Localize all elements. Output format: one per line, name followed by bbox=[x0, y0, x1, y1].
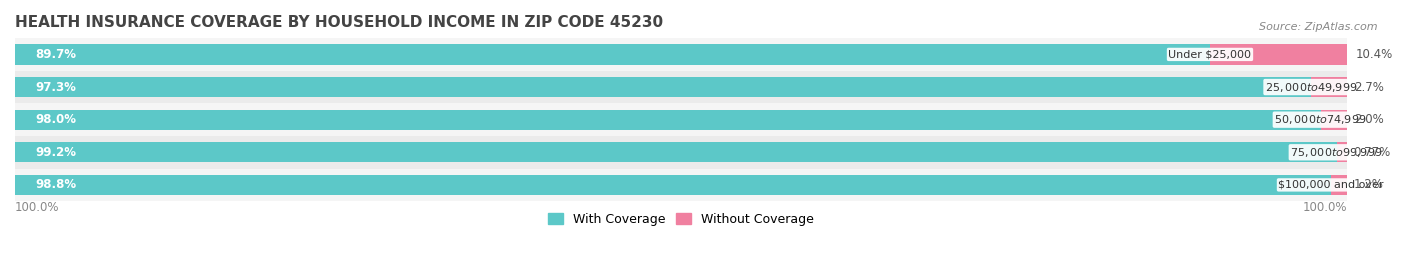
Text: 2.7%: 2.7% bbox=[1354, 80, 1384, 94]
Text: 89.7%: 89.7% bbox=[35, 48, 76, 61]
Text: HEALTH INSURANCE COVERAGE BY HOUSEHOLD INCOME IN ZIP CODE 45230: HEALTH INSURANCE COVERAGE BY HOUSEHOLD I… bbox=[15, 15, 664, 30]
Bar bbox=[15, 71, 1347, 103]
Bar bbox=[15, 109, 1320, 130]
Text: $25,000 to $49,999: $25,000 to $49,999 bbox=[1265, 80, 1357, 94]
Bar bbox=[15, 136, 1347, 169]
Bar bbox=[15, 77, 1312, 97]
Text: 98.8%: 98.8% bbox=[35, 178, 76, 192]
Bar bbox=[1320, 109, 1347, 130]
Bar bbox=[15, 38, 1347, 71]
Bar bbox=[1211, 44, 1348, 65]
Text: Under $25,000: Under $25,000 bbox=[1168, 49, 1251, 59]
Text: Source: ZipAtlas.com: Source: ZipAtlas.com bbox=[1260, 22, 1378, 31]
Text: $100,000 and over: $100,000 and over bbox=[1278, 180, 1384, 190]
Bar bbox=[15, 142, 1337, 162]
Text: 1.2%: 1.2% bbox=[1354, 178, 1384, 192]
Text: 98.0%: 98.0% bbox=[35, 113, 76, 126]
Bar bbox=[1331, 175, 1347, 195]
Bar bbox=[15, 169, 1347, 201]
Text: 10.4%: 10.4% bbox=[1355, 48, 1392, 61]
Bar bbox=[15, 175, 1331, 195]
Bar bbox=[15, 44, 1211, 65]
Text: 100.0%: 100.0% bbox=[1303, 201, 1347, 214]
Text: 0.77%: 0.77% bbox=[1354, 146, 1391, 159]
Text: 97.3%: 97.3% bbox=[35, 80, 76, 94]
Text: $50,000 to $74,999: $50,000 to $74,999 bbox=[1274, 113, 1367, 126]
Bar bbox=[1312, 77, 1347, 97]
Bar bbox=[1337, 142, 1347, 162]
Bar bbox=[15, 103, 1347, 136]
Text: 99.2%: 99.2% bbox=[35, 146, 76, 159]
Text: $75,000 to $99,999: $75,000 to $99,999 bbox=[1291, 146, 1382, 159]
Legend: With Coverage, Without Coverage: With Coverage, Without Coverage bbox=[543, 208, 818, 231]
Text: 2.0%: 2.0% bbox=[1354, 113, 1384, 126]
Text: 100.0%: 100.0% bbox=[15, 201, 59, 214]
